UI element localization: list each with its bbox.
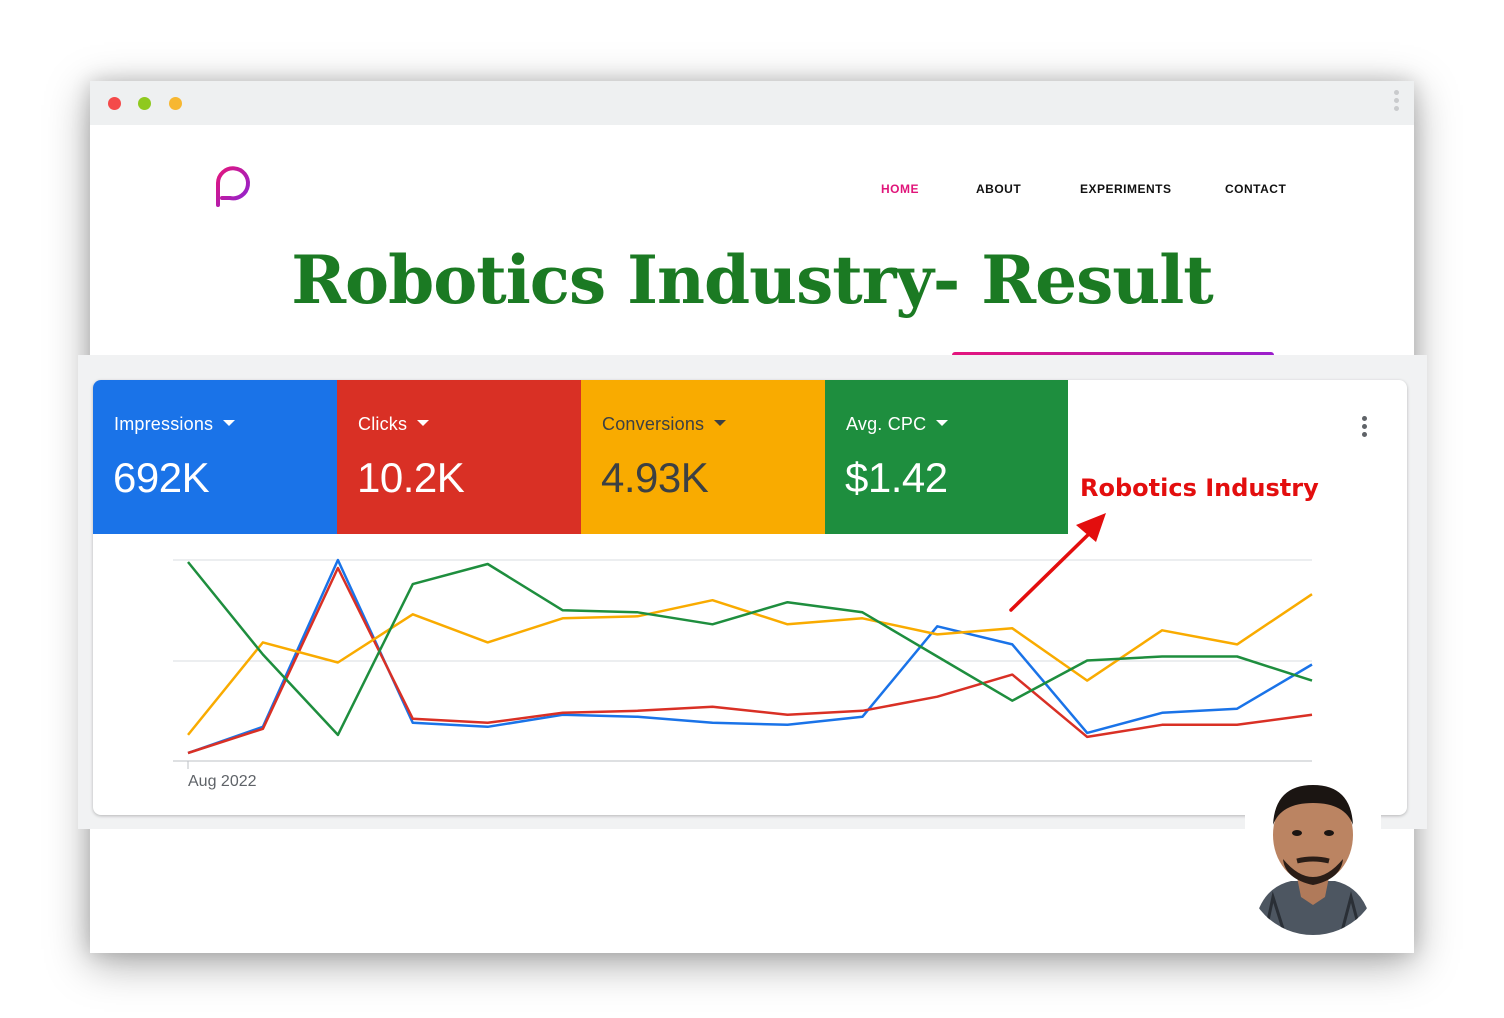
metric-value: 4.93K [601,454,709,501]
caret-down-icon [417,420,430,427]
browser-titlebar [90,81,1414,125]
series-line-4 [187,561,1313,737]
series-line-2 [187,566,1313,755]
metric-tile-avg-cpc[interactable]: Avg. CPC $1.42 [825,380,1068,534]
metric-tile-conversions[interactable]: Conversions 4.93K [581,380,825,534]
annotation-label: Robotics Industry [1080,474,1319,502]
annotation-arrow [1009,513,1106,612]
page-title: Robotics Industry- Result [291,241,1214,319]
nav-about-link[interactable]: ABOUT [976,182,1022,196]
metric-label: Impressions [114,414,236,435]
metric-value: $1.42 [845,454,948,501]
nav-contact-link[interactable]: CONTACT [1225,182,1287,196]
close-window-button[interactable] [108,97,121,110]
metric-label: Clicks [358,414,430,435]
metric-label: Avg. CPC [846,414,949,435]
x-tick-label: Aug 2022 [188,773,257,790]
minimize-window-button[interactable] [169,97,182,110]
series-line-3 [187,593,1313,736]
metric-value: 10.2K [357,454,465,501]
caret-down-icon [223,420,236,427]
metric-tile-clicks[interactable]: Clicks 10.2K [337,380,581,534]
metric-label: Conversions [602,414,727,435]
caret-down-icon [936,420,949,427]
maximize-window-button[interactable] [138,97,151,110]
avatar [1245,777,1381,935]
browser-menu-icon[interactable] [1394,90,1400,116]
more-options-icon[interactable] [1362,416,1368,440]
nav-home-link[interactable]: HOME [881,182,919,196]
caret-down-icon [714,420,727,427]
site-logo-icon[interactable] [212,165,254,209]
performance-card: Impressions 692K Clicks 10.2K Conversion… [93,380,1407,815]
metric-value: 692K [113,454,210,501]
nav-experiments-link[interactable]: EXPERIMENTS [1080,182,1172,196]
metric-tile-impressions[interactable]: Impressions 692K [93,380,337,534]
line-chart [173,513,1313,769]
